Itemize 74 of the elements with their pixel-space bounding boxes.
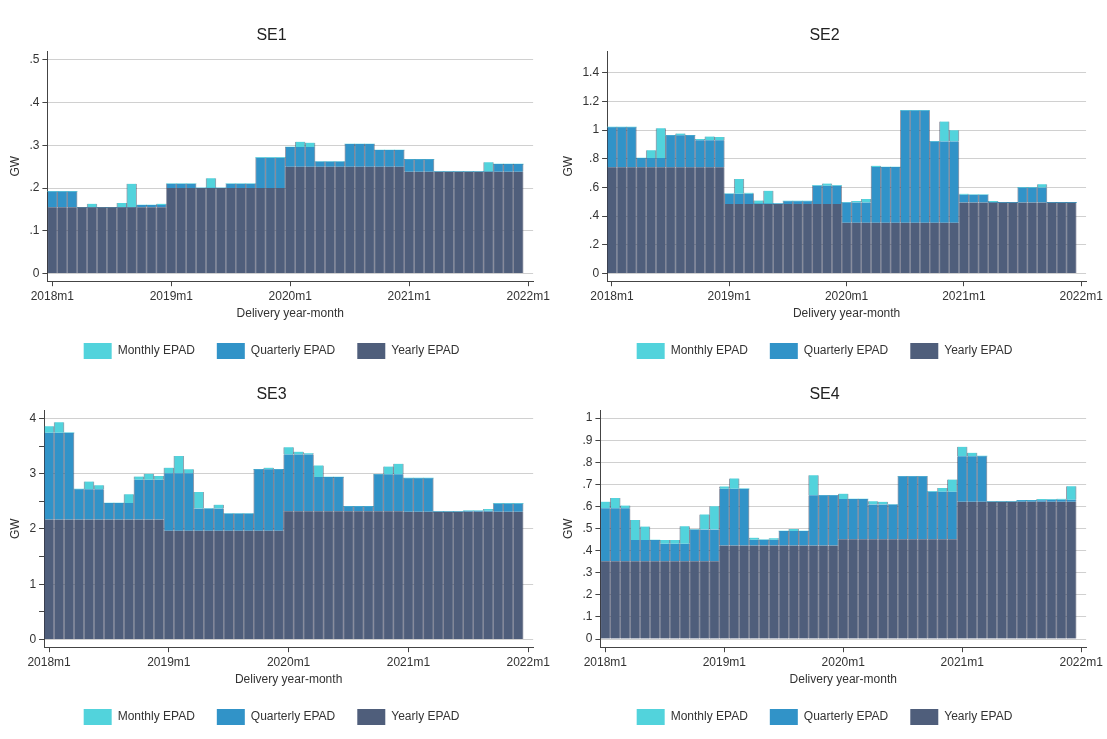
y-tick-label: .9 — [582, 432, 593, 447]
y-tick-label: .5 — [29, 52, 40, 67]
y-tick-label: .2 — [582, 587, 593, 602]
chart-title: SE4 — [809, 385, 840, 403]
x-tick-label: 2020m1 — [268, 288, 313, 303]
x-tick-label: 2021m1 — [940, 654, 985, 669]
x-tick-label: 2019m1 — [149, 288, 194, 303]
legend-label: Yearly EPAD — [391, 709, 460, 724]
y-tick-label: .1 — [29, 223, 40, 238]
legend-label: Quarterly EPAD — [250, 343, 336, 358]
chart-title: SE3 — [256, 385, 287, 403]
y-tick-label: 0 — [585, 631, 593, 646]
y-axis-title: GW — [7, 155, 22, 177]
x-tick-label: 2018m1 — [27, 654, 72, 669]
y-tick-label: 0 — [32, 265, 40, 280]
chart-title: SE2 — [809, 26, 840, 44]
x-tick-label: 2022m1 — [1059, 288, 1104, 303]
x-tick-label: 2019m1 — [702, 654, 747, 669]
x-axis-title: Delivery year-month — [792, 306, 901, 321]
y-tick-label: .1 — [582, 609, 593, 624]
y-tick-label: .4 — [589, 208, 600, 223]
y-tick-label: 1 — [585, 410, 593, 425]
y-tick-label: .8 — [589, 151, 600, 166]
legend-label: Quarterly EPAD — [803, 343, 889, 358]
x-axis-title: Delivery year-month — [789, 672, 897, 687]
y-tick-label: 0 — [29, 631, 37, 646]
x-tick-label: 2019m1 — [707, 288, 752, 303]
legend-label: Yearly EPAD — [391, 343, 460, 358]
x-tick-label: 2021m1 — [387, 288, 432, 303]
y-tick-label: 4 — [29, 410, 37, 425]
y-tick-label: .8 — [582, 454, 593, 469]
y-tick-label: 1.2 — [582, 93, 600, 108]
y-tick-label: 0 — [592, 265, 600, 280]
x-tick-label: 2018m1 — [583, 654, 628, 669]
legend-label: Monthly EPAD — [670, 709, 749, 724]
y-tick-label: .2 — [589, 237, 600, 252]
legend-label: Monthly EPAD — [670, 343, 749, 358]
y-tick-label: .4 — [582, 542, 593, 557]
legend-label: Monthly EPAD — [117, 709, 196, 724]
x-tick-label: 2019m1 — [147, 654, 191, 669]
x-tick-label: 2022m1 — [506, 288, 551, 303]
y-axis-title: GW — [560, 517, 575, 540]
legend-label: Monthly EPAD — [117, 343, 196, 358]
y-tick-label: .3 — [29, 137, 40, 152]
chart-title: SE1 — [256, 26, 287, 44]
y-axis-title: GW — [560, 155, 575, 177]
y-tick-label: 3 — [29, 466, 37, 481]
x-tick-label: 2020m1 — [266, 654, 311, 669]
y-tick-label: 1.4 — [582, 65, 600, 80]
x-axis-title: Delivery year-month — [234, 672, 343, 687]
y-tick-label: .5 — [582, 520, 593, 535]
x-tick-label: 2021m1 — [942, 288, 986, 303]
y-tick-label: 1 — [592, 122, 600, 137]
y-tick-label: 2 — [29, 521, 37, 536]
legend-label: Yearly EPAD — [944, 343, 1013, 358]
x-tick-label: 2020m1 — [821, 654, 866, 669]
y-tick-label: 1 — [29, 576, 37, 591]
y-axis-title: GW — [7, 517, 22, 540]
x-tick-label: 2020m1 — [824, 288, 869, 303]
y-tick-label: .6 — [589, 179, 600, 194]
legend-label: Quarterly EPAD — [803, 709, 889, 724]
legend-label: Quarterly EPAD — [250, 709, 336, 724]
x-tick-label: 2021m1 — [386, 654, 431, 669]
x-tick-label: 2018m1 — [590, 288, 634, 303]
x-tick-label: 2022m1 — [1059, 654, 1104, 669]
y-tick-label: .2 — [29, 180, 40, 195]
legend-label: Yearly EPAD — [944, 709, 1013, 724]
y-tick-label: .4 — [29, 94, 40, 109]
x-axis-title: Delivery year-month — [236, 306, 344, 321]
x-tick-label: 2018m1 — [30, 288, 75, 303]
x-tick-label: 2022m1 — [506, 654, 551, 669]
y-tick-label: .3 — [582, 565, 593, 580]
y-tick-label: .7 — [582, 476, 593, 491]
y-tick-label: .6 — [582, 498, 593, 513]
